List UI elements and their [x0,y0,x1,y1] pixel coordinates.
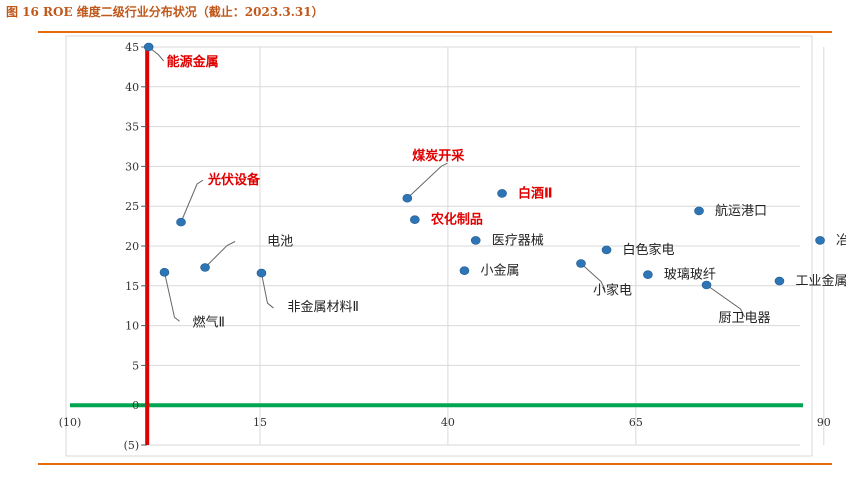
point-label: 农化制品 [430,212,483,228]
data-point [694,206,704,216]
figure-caption: 图 16 ROE 维度二级行业分布状况（截止：2023.3.31） [6,5,324,19]
y-tick-label: 40 [125,81,139,94]
data-point [200,263,210,272]
data-point [256,268,267,278]
x-tick-label: (10) [59,416,82,429]
point-label: 冶钢原料 [836,233,846,248]
data-point [176,217,186,227]
point-label: 能源金属 [167,54,219,70]
point-label: 光伏设备 [207,172,261,188]
point-label: 非金属材料Ⅱ [287,299,358,315]
data-point [470,236,481,245]
leader-line [204,241,236,268]
point-label: 小家电 [593,283,632,299]
data-point [701,280,712,290]
data-point [159,267,170,277]
data-point [576,259,586,268]
y-tick-label: 15 [125,280,139,293]
data-point [402,193,413,203]
bottom-rule [38,463,832,465]
x-tick-label: 90 [817,416,831,429]
plot-frame [65,35,813,457]
y-tick-label: 25 [125,200,139,213]
point-label: 白酒Ⅱ [518,185,553,201]
point-label: 电池 [267,234,293,249]
y-tick-label: 20 [125,240,139,253]
data-point [143,42,154,52]
top-rule [38,31,832,33]
point-label: 医疗器械 [492,233,544,248]
leader-line [406,162,448,199]
point-label: 煤炭开采 [412,148,465,164]
data-point [815,236,825,245]
leader-line [260,272,274,309]
leader-line [180,179,204,223]
data-point [410,215,420,225]
point-label: 航运港口 [715,203,767,219]
x-tick-label: 40 [441,416,455,429]
y-tick-label: 0 [132,399,139,412]
y-tick-label: 30 [125,160,139,173]
y-tick-label: 5 [132,359,139,372]
x-tick-label: 65 [629,416,643,429]
x-tick-label: 15 [253,416,267,429]
leader-line [580,263,606,290]
y-tick-label: 10 [125,320,139,333]
point-label: 玻璃玻纤 [664,268,716,283]
point-label: 白色家电 [623,242,675,258]
data-point [497,189,507,198]
data-point [774,276,785,286]
data-point [643,270,653,279]
leader-line [706,284,745,318]
y-tick-label: 35 [125,121,139,134]
data-point [601,245,612,255]
y-tick-label: (5) [124,439,140,452]
data-point [459,266,470,275]
point-label: 厨卫电器 [719,311,771,326]
point-label: 小金属 [480,263,519,279]
point-label: 工业金属 [795,273,846,289]
y-tick-label: 45 [125,41,139,54]
leader-line [163,272,180,322]
point-label: 燃气Ⅱ [192,314,224,330]
